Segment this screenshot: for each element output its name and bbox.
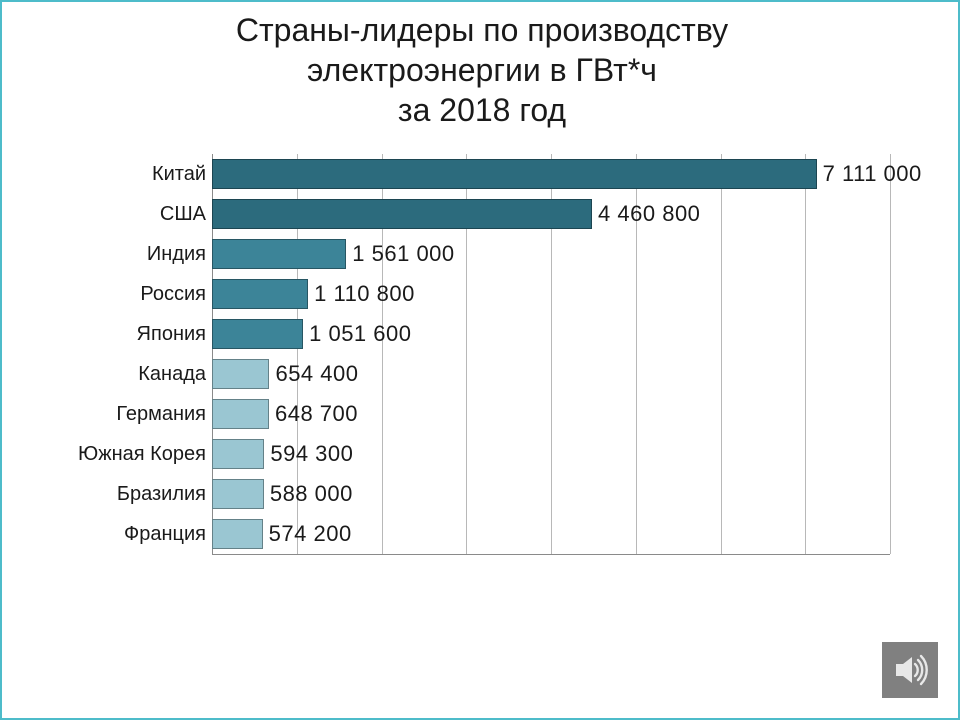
bar-cell: 4 460 800 <box>212 194 890 234</box>
bar <box>212 239 346 269</box>
value-label: 4 460 800 <box>598 201 700 227</box>
category-label: Южная Корея <box>32 443 212 466</box>
bar-cell: 574 200 <box>212 514 890 554</box>
x-axis <box>212 554 890 555</box>
bar <box>212 159 817 189</box>
bar-row: Индия 1 561 000 <box>32 234 890 274</box>
category-label: Китай <box>32 163 212 186</box>
value-label: 1 561 000 <box>352 241 454 267</box>
bar <box>212 479 264 509</box>
bar-row: Франция 574 200 <box>32 514 890 554</box>
bar <box>212 359 269 389</box>
bar-cell: 1 561 000 <box>212 234 890 274</box>
bar-cell: 1 110 800 <box>212 274 890 314</box>
plot-area: Китай7 111 000США4 460 800Индия1 561 000… <box>32 154 890 554</box>
bar-row: США 4 460 800 <box>32 194 890 234</box>
bar-cell: 648 700 <box>212 394 890 434</box>
value-label: 594 300 <box>270 441 353 467</box>
category-label: Индия <box>32 243 212 266</box>
category-label: США <box>32 203 212 226</box>
bar-row: Япония 1 051 600 <box>32 314 890 354</box>
category-label: Россия <box>32 283 212 306</box>
bar-row: Германия 648 700 <box>32 394 890 434</box>
category-label: Канада <box>32 363 212 386</box>
bar-row: Южная Корея 594 300 <box>32 434 890 474</box>
bar <box>212 279 308 309</box>
bar-cell: 654 400 <box>212 354 890 394</box>
bar-row: Канада 654 400 <box>32 354 890 394</box>
bar <box>212 519 263 549</box>
chart: Страны-лидеры по производству электроэне… <box>32 10 932 554</box>
bar-cell: 1 051 600 <box>212 314 890 354</box>
page-root: Страны-лидеры по производству электроэне… <box>0 0 960 720</box>
bar <box>212 439 264 469</box>
bar-row: Китай7 111 000 <box>32 154 890 194</box>
value-label: 648 700 <box>275 401 358 427</box>
value-label: 574 200 <box>269 521 352 547</box>
bar-row: Бразилия 588 000 <box>32 474 890 514</box>
value-label: 654 400 <box>275 361 358 387</box>
category-label: Япония <box>32 323 212 346</box>
bar-row: Россия 1 110 800 <box>32 274 890 314</box>
bar <box>212 399 269 429</box>
value-label: 1 110 800 <box>314 281 415 307</box>
bar <box>212 199 592 229</box>
speaker-icon <box>890 650 930 690</box>
bar-cell: 7 111 000 <box>212 154 890 194</box>
category-label: Бразилия <box>32 483 212 506</box>
category-label: Франция <box>32 523 212 546</box>
gridline <box>890 154 891 554</box>
bar-cell: 588 000 <box>212 474 890 514</box>
value-label: 7 111 000 <box>823 161 922 187</box>
category-label: Германия <box>32 403 212 426</box>
bar <box>212 319 303 349</box>
sound-button[interactable] <box>882 642 938 698</box>
value-label: 588 000 <box>270 481 353 507</box>
value-label: 1 051 600 <box>309 321 411 347</box>
bars-container: Китай7 111 000США4 460 800Индия1 561 000… <box>32 154 890 554</box>
bar-cell: 594 300 <box>212 434 890 474</box>
chart-title: Страны-лидеры по производству электроэне… <box>32 10 932 130</box>
